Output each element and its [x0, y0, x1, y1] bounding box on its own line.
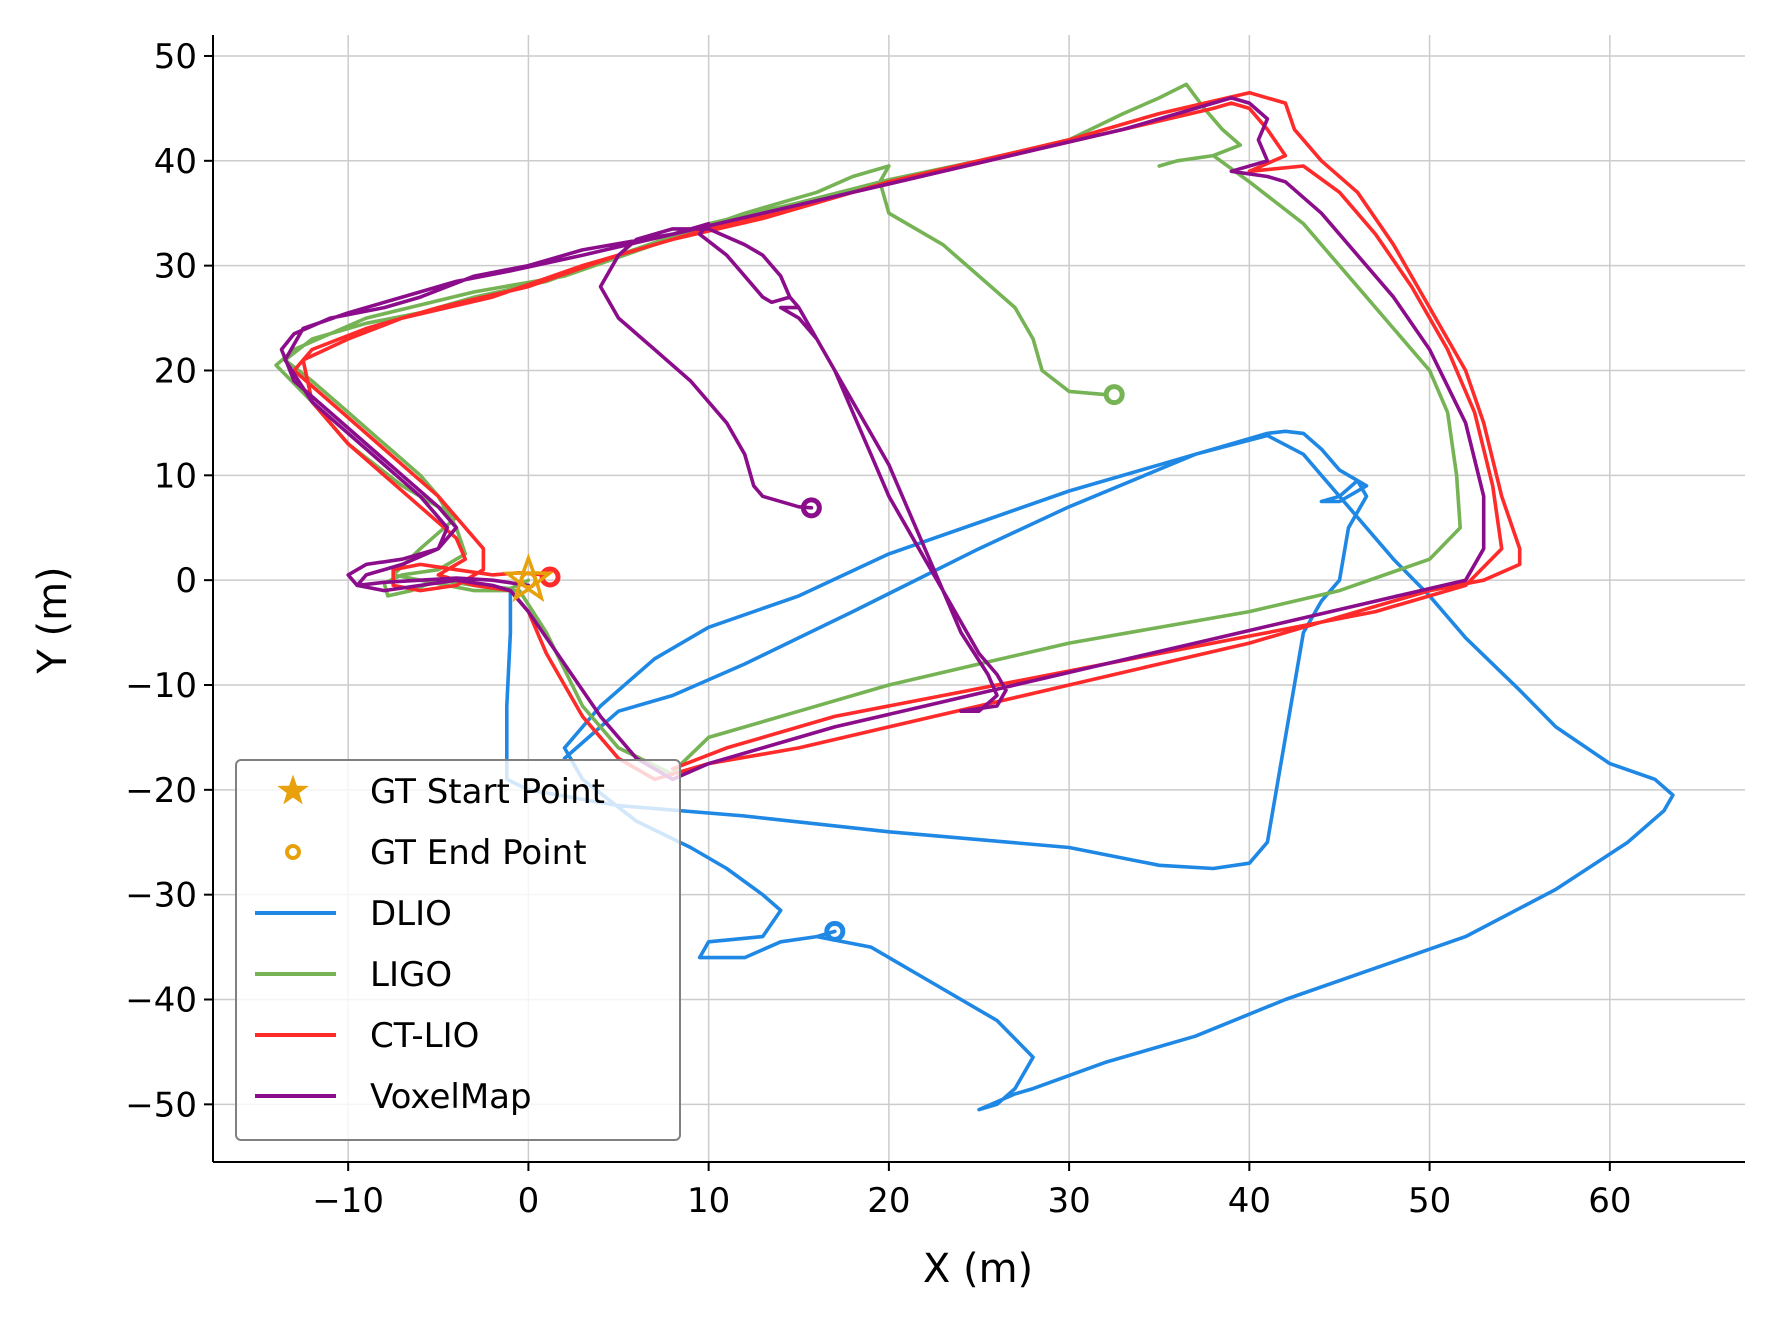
- series-layer: [274, 82, 1675, 1112]
- y-tick-label: 50: [154, 37, 197, 77]
- end-marker-dlio: [824, 920, 846, 942]
- legend-label-gt-start: GT Start Point: [370, 772, 605, 812]
- x-tick-label: −10: [312, 1181, 384, 1221]
- x-tick-label: 20: [867, 1181, 910, 1221]
- ticks: −10 0 10 20 30 40 50 60 −50 −40 −30 −20 −10 0 10 20 30 40…: [125, 37, 1631, 1221]
- series-ct-lio-line: [292, 90, 1522, 782]
- y-tick-label: −20: [125, 771, 197, 811]
- end-marker-ligo: [1103, 384, 1125, 406]
- y-tick-label: 40: [154, 142, 197, 182]
- legend-star-icon: [277, 774, 309, 805]
- y-tick-label: −30: [125, 876, 197, 916]
- legend-label-voxelmap: VoxelMap: [370, 1077, 532, 1117]
- x-tick-label: 30: [1047, 1181, 1090, 1221]
- axes: [212, 35, 1745, 1163]
- legend-label-ligo: LIGO: [370, 955, 452, 995]
- y-tick-label: 20: [154, 351, 197, 391]
- legend-label-dlio: DLIO: [370, 894, 452, 934]
- y-tick-label: 30: [154, 247, 197, 287]
- gt-start-star: [502, 553, 555, 603]
- y-tick-label: −50: [125, 1085, 197, 1125]
- x-tick-label: 40: [1228, 1181, 1271, 1221]
- legend-label-ct-lio: CT-LIO: [370, 1016, 479, 1056]
- x-tick-label: 50: [1408, 1181, 1451, 1221]
- gt-end-marker: [519, 571, 538, 590]
- y-tick-label: −40: [125, 981, 197, 1021]
- y-tick-label: −10: [125, 666, 197, 706]
- series-voxelmap-line: [279, 96, 1486, 782]
- legend-box: [235, 759, 681, 1141]
- series-ligo-line: [274, 82, 1462, 776]
- x-tick-label: 0: [518, 1181, 540, 1221]
- y-axis-label: Y (m): [30, 566, 76, 674]
- x-tick-label: 10: [687, 1181, 730, 1221]
- x-tick-label: 60: [1588, 1181, 1631, 1221]
- legend-circle-icon: [285, 844, 301, 860]
- legend-label-gt-end: GT End Point: [370, 833, 587, 873]
- end-marker-voxelmap: [800, 497, 822, 519]
- legend: GT Start Point GT End Point DLIO LIGO CT-LIO…: [235, 759, 681, 1141]
- y-tick-label: 10: [154, 456, 197, 496]
- x-axis-label: X (m): [923, 1246, 1033, 1292]
- markers-layer: [502, 384, 1125, 942]
- y-tick-label: 0: [175, 561, 197, 601]
